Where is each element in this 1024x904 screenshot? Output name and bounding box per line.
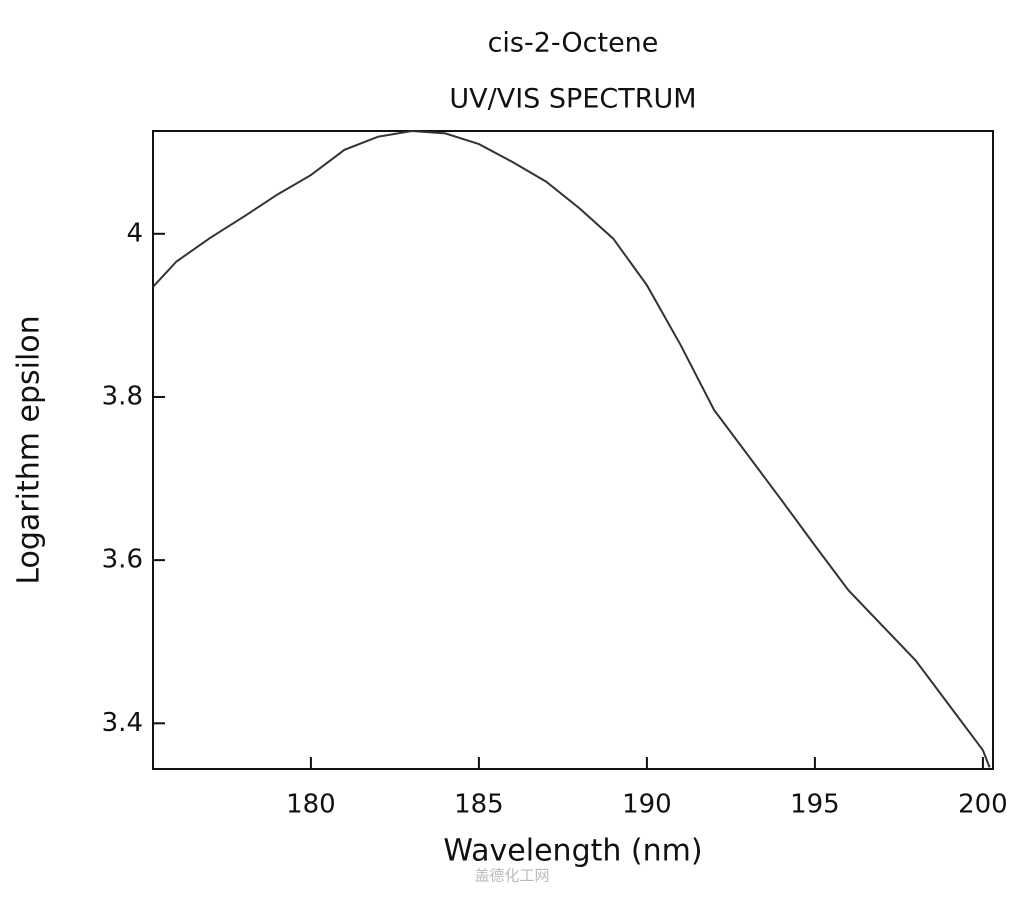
y-tick-label: 3.8 bbox=[102, 381, 143, 411]
x-tick-label: 195 bbox=[790, 790, 840, 820]
x-tick-label: 190 bbox=[622, 790, 672, 820]
x-tick-label: 185 bbox=[454, 790, 504, 820]
watermark: 盖德化工网 bbox=[474, 867, 549, 885]
y-axis-label: Logarithm epsilon bbox=[12, 315, 47, 584]
y-tick-label: 3.6 bbox=[102, 545, 143, 575]
x-axis-label: Wavelength (nm) bbox=[443, 834, 702, 869]
chart-subtitle: UV/VIS SPECTRUM bbox=[449, 84, 696, 115]
y-tick-label: 4 bbox=[126, 218, 143, 248]
spectrum-line bbox=[152, 129, 991, 768]
chart-title: cis-2-Octene bbox=[488, 28, 659, 59]
x-tick-label: 180 bbox=[286, 790, 336, 820]
x-tick-label: 200 bbox=[958, 790, 1008, 820]
y-tick-label: 3.4 bbox=[102, 708, 143, 738]
plot-frame bbox=[152, 130, 994, 770]
